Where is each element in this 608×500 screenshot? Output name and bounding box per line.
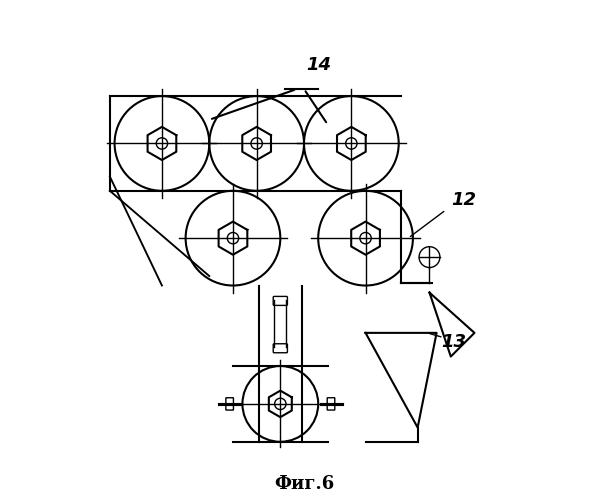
- FancyBboxPatch shape: [327, 398, 335, 410]
- Text: 12: 12: [451, 192, 476, 210]
- Text: Фиг.6: Фиг.6: [274, 476, 334, 494]
- FancyBboxPatch shape: [226, 398, 233, 410]
- FancyBboxPatch shape: [273, 296, 288, 306]
- Text: 13: 13: [441, 334, 466, 351]
- Text: 14: 14: [306, 56, 331, 74]
- FancyBboxPatch shape: [273, 344, 288, 353]
